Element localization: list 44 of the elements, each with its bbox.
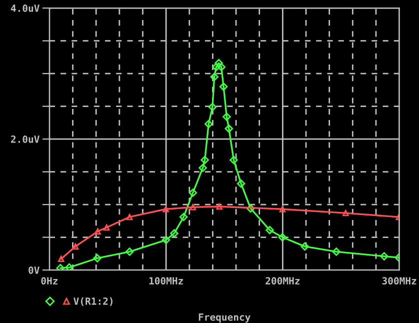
- point: [190, 204, 196, 210]
- point: [224, 124, 234, 133]
- point: [300, 242, 309, 251]
- point: [72, 243, 79, 250]
- point: [200, 156, 209, 164]
- point: [380, 252, 388, 260]
- y-tick-label: 4.0uV: [10, 4, 40, 12]
- point: [125, 248, 134, 256]
- point: [236, 179, 246, 188]
- point: [198, 164, 207, 172]
- point: [279, 206, 286, 212]
- point: [216, 203, 222, 210]
- point: [56, 264, 65, 270]
- point: [246, 204, 255, 213]
- point: [208, 102, 217, 112]
- point: [278, 233, 287, 242]
- point: [266, 226, 274, 234]
- y-tick-label: 2.0uV: [11, 136, 40, 143]
- point: [222, 112, 231, 121]
- legend-label: V(R1:2): [74, 297, 112, 306]
- point: [204, 120, 213, 128]
- point: [210, 72, 218, 81]
- point: [179, 212, 188, 222]
- point: [58, 256, 64, 262]
- point: [170, 229, 178, 238]
- point: [65, 263, 74, 270]
- x-tick-label: 300MHz: [382, 277, 416, 284]
- point: [162, 236, 170, 244]
- x-tick-label: 0Hz: [41, 277, 58, 284]
- point: [126, 214, 133, 220]
- point: [188, 188, 198, 197]
- point: [230, 156, 238, 164]
- y-tick-label: 0V: [28, 266, 40, 274]
- point: [217, 62, 226, 72]
- point: [332, 248, 340, 256]
- point: [103, 224, 110, 231]
- point: [219, 82, 228, 91]
- point: [342, 210, 349, 216]
- x-axis-title: Frequency: [198, 314, 250, 323]
- point: [93, 254, 102, 262]
- x-tick-label: 200MHz: [266, 277, 300, 284]
- x-tick-label: 100MHz: [149, 277, 183, 284]
- point: [212, 62, 220, 72]
- point: [214, 58, 223, 68]
